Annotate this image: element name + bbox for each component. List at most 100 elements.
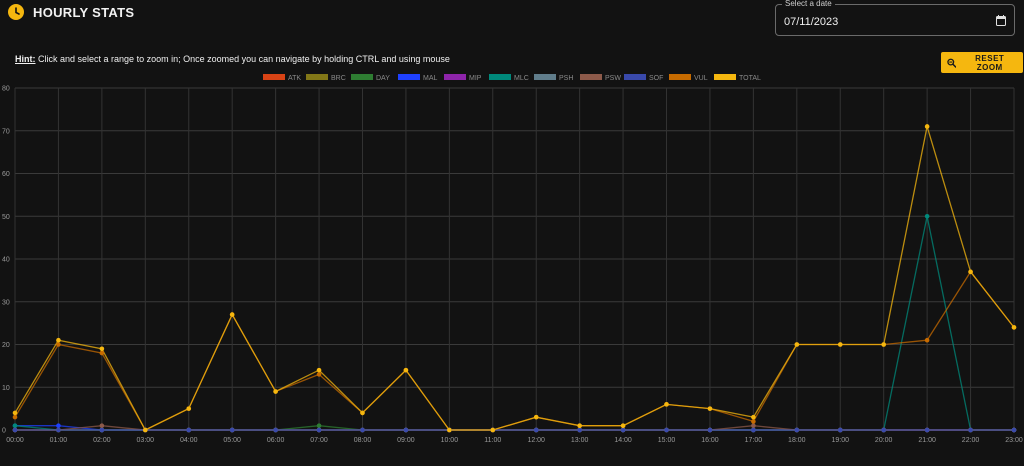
data-point-vul [751,419,756,424]
data-point-mal [56,423,61,429]
data-point-day [316,423,322,429]
data-point-vul [12,414,18,420]
data-point-sof [12,427,18,433]
legend-swatch [534,74,556,80]
data-point-sof [360,427,365,433]
y-tick-label: 20 [2,342,10,349]
data-point-total [577,423,582,429]
y-tick-label: 80 [2,86,10,93]
legend-label: PSH [559,75,573,82]
data-point-total [186,406,192,411]
data-point-total [99,346,105,352]
hourly-stats-chart[interactable]: 0 10 20 30 40 50 60 70 80 00:00 01:00 02:00 03:00 04:… [0,70,1024,466]
page-header: HOURLY STATS [8,4,134,20]
legend-label: VUL [694,75,708,82]
data-point-total [490,427,496,433]
data-point-total [229,312,235,317]
x-tick-label: 06:00 [267,437,285,444]
x-tick-label: 15:00 [658,437,676,444]
hint-body: Click and select a range to zoom in; Onc… [38,54,450,64]
clock-icon [8,4,24,20]
data-point-sof [186,427,192,433]
data-point-total [360,410,365,416]
legend-swatch [351,74,373,80]
data-point-sof [881,427,886,433]
series-line-total [14,126,1015,431]
data-point-total [1011,325,1017,330]
legend-label: MIP [469,75,482,82]
data-point-mlc [924,213,930,219]
data-point-total [707,406,713,411]
data-point-total [794,342,800,347]
series-line-vul [14,270,1015,431]
data-point-psw [99,423,105,429]
data-point-total [881,342,886,347]
x-tick-label: 23:00 [1005,437,1023,444]
legend-label: MAL [423,75,438,82]
legend-swatch [444,74,466,80]
data-point-sof [316,427,322,433]
data-point-sof [1011,427,1017,433]
legend-label: BRC [331,75,346,82]
legend-swatch [398,74,420,80]
data-point-total [447,427,452,433]
data-point-sof [56,427,61,433]
x-tick-label: 07:00 [310,437,328,444]
hint-prefix: Hint: [15,54,36,64]
x-tick-label: 22:00 [962,437,980,444]
date-input[interactable]: 07/11/2023 [784,16,839,28]
legend-swatch [669,74,691,80]
legend-label: TOTAL [739,75,761,82]
data-point-total [924,124,930,129]
x-tick-label: 20:00 [875,437,893,444]
y-tick-label: 30 [2,299,10,306]
data-point-total [533,414,539,420]
date-picker-label: Select a date [782,0,835,8]
data-point-mlc [12,423,18,429]
data-point-total [273,389,278,394]
x-tick-label: 09:00 [397,437,415,444]
x-tick-label: 17:00 [745,437,763,444]
data-point-sof [229,427,235,433]
data-point-sof [533,427,539,433]
legend-label: MLC [514,75,529,82]
legend-label: DAY [376,75,390,82]
legend-swatch [580,74,602,80]
data-point-total [316,367,322,373]
calendar-icon[interactable] [996,15,1006,26]
data-point-total [143,427,148,433]
legend-swatch [489,74,511,80]
legend-label: PSW [605,75,621,82]
data-point-total [403,367,409,373]
x-tick-label: 12:00 [527,437,545,444]
x-tick-label: 16:00 [701,437,719,444]
x-tick-label: 14:00 [614,437,632,444]
data-point-sof [707,427,713,433]
y-tick-label: 0 [2,428,6,435]
legend-label: ATK [288,75,301,82]
data-point-vul [99,350,105,356]
y-tick-label: 60 [2,171,10,178]
reset-zoom-button[interactable]: RESET ZOOM [941,52,1023,73]
data-point-sof [273,427,278,433]
data-point-sof [620,427,626,433]
data-point-total [968,269,973,275]
data-point-total [664,402,669,407]
legend-swatch [263,74,285,80]
x-tick-label: 04:00 [180,437,198,444]
data-point-psw [751,423,756,429]
data-point-total [837,342,843,347]
reset-zoom-label: RESET ZOOM [975,53,1005,72]
y-tick-label: 10 [2,385,10,392]
x-tick-label: 02:00 [93,437,111,444]
x-tick-label: 03:00 [137,437,155,444]
data-point-sof [751,427,756,433]
x-tick-label: 21:00 [918,437,936,444]
data-point-sof [794,427,800,433]
date-picker[interactable]: Select a date 07/11/2023 [775,0,1015,36]
data-point-total [620,423,626,429]
data-point-total [56,337,61,343]
data-point-vul [56,342,61,347]
page-title: HOURLY STATS [33,4,135,20]
data-point-total [12,410,18,416]
